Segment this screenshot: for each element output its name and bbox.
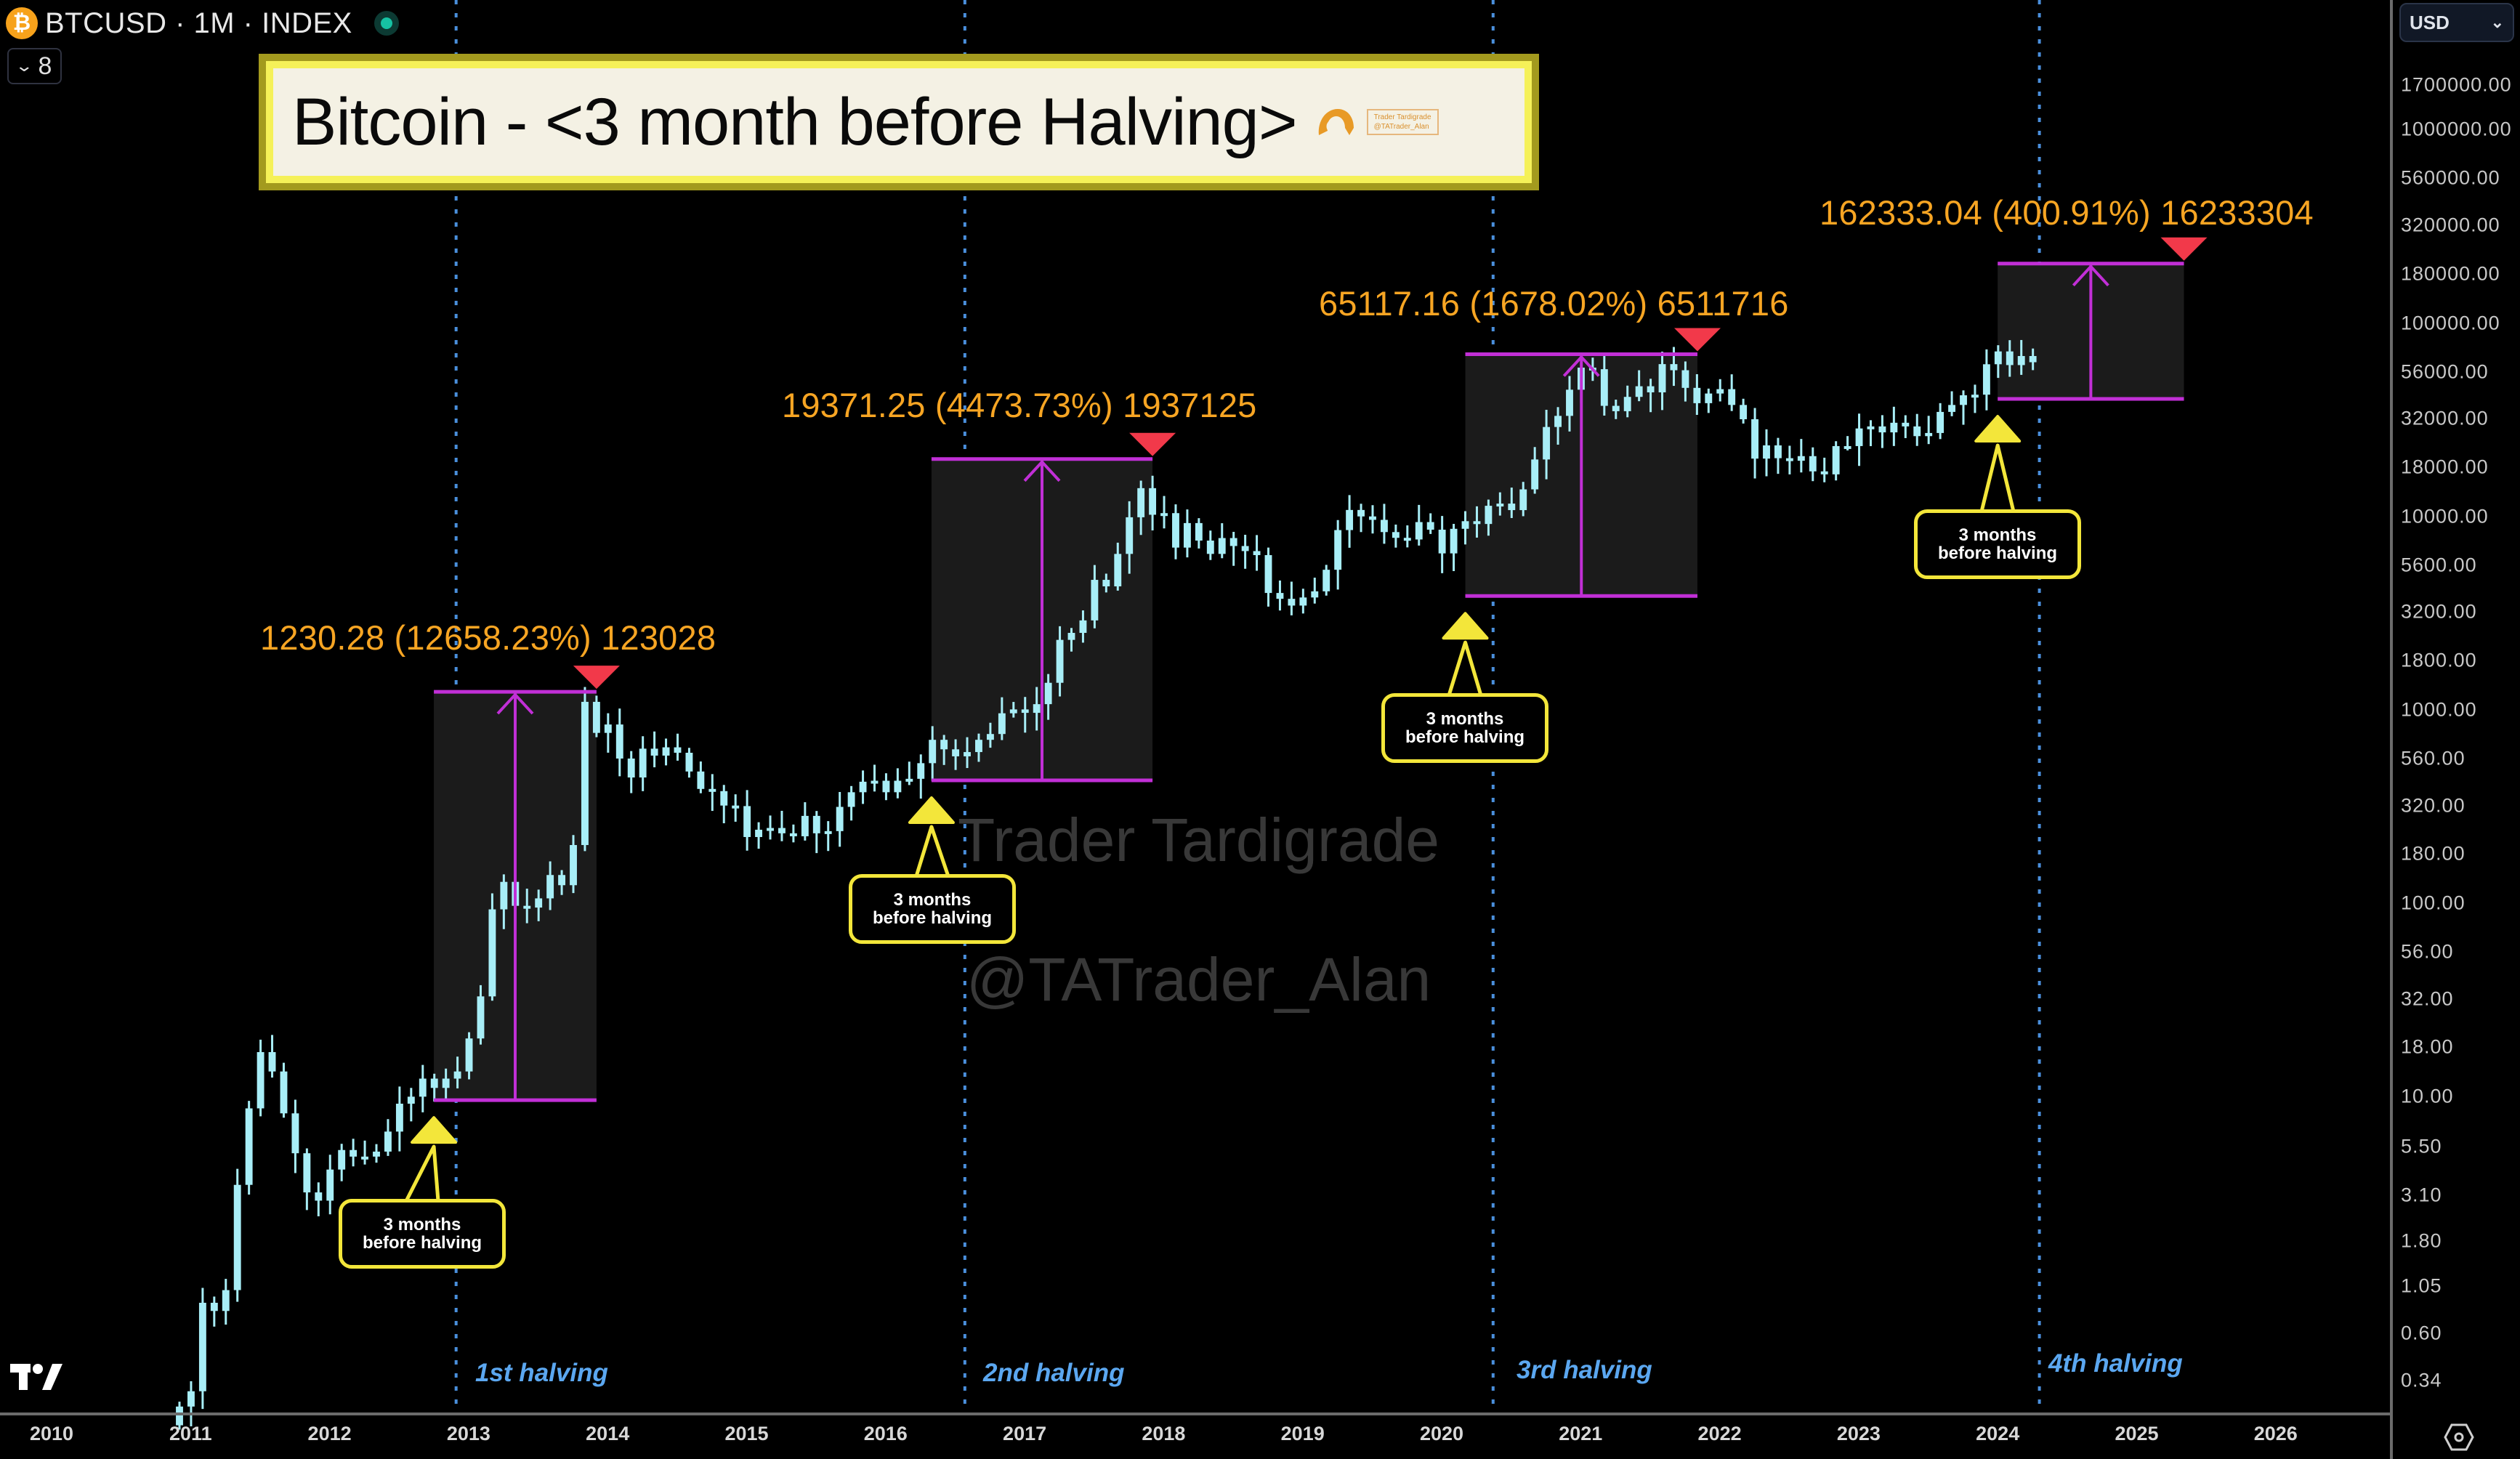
year-tick: 2022 [1697, 1423, 1742, 1444]
year-tick: 2017 [1003, 1423, 1047, 1444]
settings-icon[interactable] [2443, 1421, 2475, 1453]
indicators-toggle-button[interactable]: ⌄ 8 [7, 48, 62, 84]
price-tick: 56.00 [2401, 940, 2454, 963]
price-tick: 1.80 [2401, 1229, 2442, 1252]
price-tick: 5600.00 [2401, 554, 2477, 576]
watermark-line1: Trader Tardigrade [958, 806, 1440, 874]
price-tick: 18.00 [2401, 1035, 2454, 1058]
year-tick: 2025 [2115, 1423, 2159, 1444]
callout-3: 3 months before halving [1381, 693, 1548, 763]
bitcoin-coin-icon: ₿ [6, 7, 38, 39]
year-tick: 2013 [446, 1423, 490, 1444]
watermark-line2: @TATrader_Alan [966, 945, 1431, 1014]
year-tick: 2011 [169, 1423, 212, 1444]
range-lines [434, 262, 2184, 1102]
price-tick: 560000.00 [2401, 166, 2500, 189]
price-tick: 180000.00 [2401, 262, 2500, 285]
price-tick: 56000.00 [2401, 360, 2489, 383]
year-tick: 2015 [724, 1423, 769, 1444]
tradingview-logo-icon [10, 1364, 62, 1390]
price-tick: 1.05 [2401, 1274, 2442, 1297]
year-tick: 2010 [29, 1423, 74, 1444]
year-tick: 2026 [2253, 1423, 2298, 1444]
chart-title-banner: Bitcoin - <3 month before Halving> Trade… [259, 54, 1539, 190]
year-tick: 2018 [1142, 1423, 1186, 1444]
range-label-2: 19371.25 (4473.73%) 1937125 [782, 386, 1257, 424]
price-tick: 1000.00 [2401, 698, 2477, 721]
chart-title: Bitcoin - <3 month before Halving> [292, 84, 1298, 159]
currency-label: USD [2410, 11, 2450, 33]
price-tick: 1700000.00 [2401, 73, 2512, 96]
price-tick: 560.00 [2401, 747, 2466, 769]
halving-label-4: 4th halving [2048, 1349, 2183, 1378]
currency-select[interactable]: USD ⌄ [2399, 3, 2514, 42]
callout-2: 3 months before halving [849, 874, 1016, 944]
price-tick: 1000000.00 [2401, 118, 2512, 140]
year-tick: 2020 [1419, 1423, 1464, 1444]
price-tick: 100000.00 [2401, 312, 2500, 334]
callout-4: 3 months before halving [1914, 509, 2081, 579]
author-logo: Trader Tardigrade @TATrader_Alan [1316, 106, 1439, 138]
tardigrade-logo-icon [1318, 109, 1354, 135]
price-tick: 0.60 [2401, 1322, 2442, 1344]
year-tick: 2019 [1280, 1423, 1325, 1444]
halving-label-3: 3rd halving [1517, 1356, 1652, 1384]
year-tick: 2014 [586, 1423, 630, 1444]
symbol-header[interactable]: ₿ BTCUSD · 1M · INDEX [6, 3, 399, 44]
price-tick: 18000.00 [2401, 456, 2489, 478]
price-tick: 0.34 [2401, 1369, 2442, 1391]
price-tick: 32.00 [2401, 987, 2454, 1010]
author-badge: Trader Tardigrade @TATrader_Alan [1366, 109, 1439, 135]
price-tick: 10000.00 [2401, 505, 2489, 528]
callout-1: 3 months before halving [339, 1199, 506, 1269]
halving-lines [454, 0, 2041, 1414]
year-tick: 2021 [1559, 1423, 1603, 1444]
tradingview-logo[interactable] [10, 1357, 64, 1401]
price-tick: 100.00 [2401, 892, 2466, 914]
price-tick: 1800.00 [2401, 649, 2477, 671]
price-tick: 32000.00 [2401, 407, 2489, 429]
markers [404, 237, 2208, 1203]
year-tick: 2023 [1836, 1423, 1881, 1444]
year-tick: 2024 [1976, 1423, 2020, 1444]
year-tick: 2012 [307, 1423, 352, 1444]
price-tick: 180.00 [2401, 842, 2466, 865]
price-tick: 320000.00 [2401, 214, 2500, 236]
chevron-down-icon: ⌄ [15, 57, 34, 75]
price-tick: 10.00 [2401, 1085, 2454, 1107]
range-label-3: 65117.16 (1678.02%) 6511716 [1319, 284, 1789, 323]
range-label-1: 1230.28 (12658.23%) 123028 [260, 618, 716, 657]
indicators-count: 8 [38, 52, 52, 80]
halving-label-2: 2nd halving [983, 1359, 1125, 1387]
price-tick: 320.00 [2401, 794, 2466, 817]
year-tick: 2016 [863, 1423, 908, 1444]
range-label-4: 162333.04 (400.91%) 16233304 [1820, 193, 2314, 232]
halving-label-1: 1st halving [475, 1359, 608, 1387]
market-status-icon [373, 11, 399, 36]
symbol-title[interactable]: BTCUSD · 1M · INDEX [45, 7, 352, 39]
chevron-down-icon: ⌄ [2490, 13, 2504, 31]
price-tick: 3.10 [2401, 1184, 2442, 1206]
price-tick: 3200.00 [2401, 600, 2477, 623]
price-tick: 5.50 [2401, 1135, 2442, 1157]
